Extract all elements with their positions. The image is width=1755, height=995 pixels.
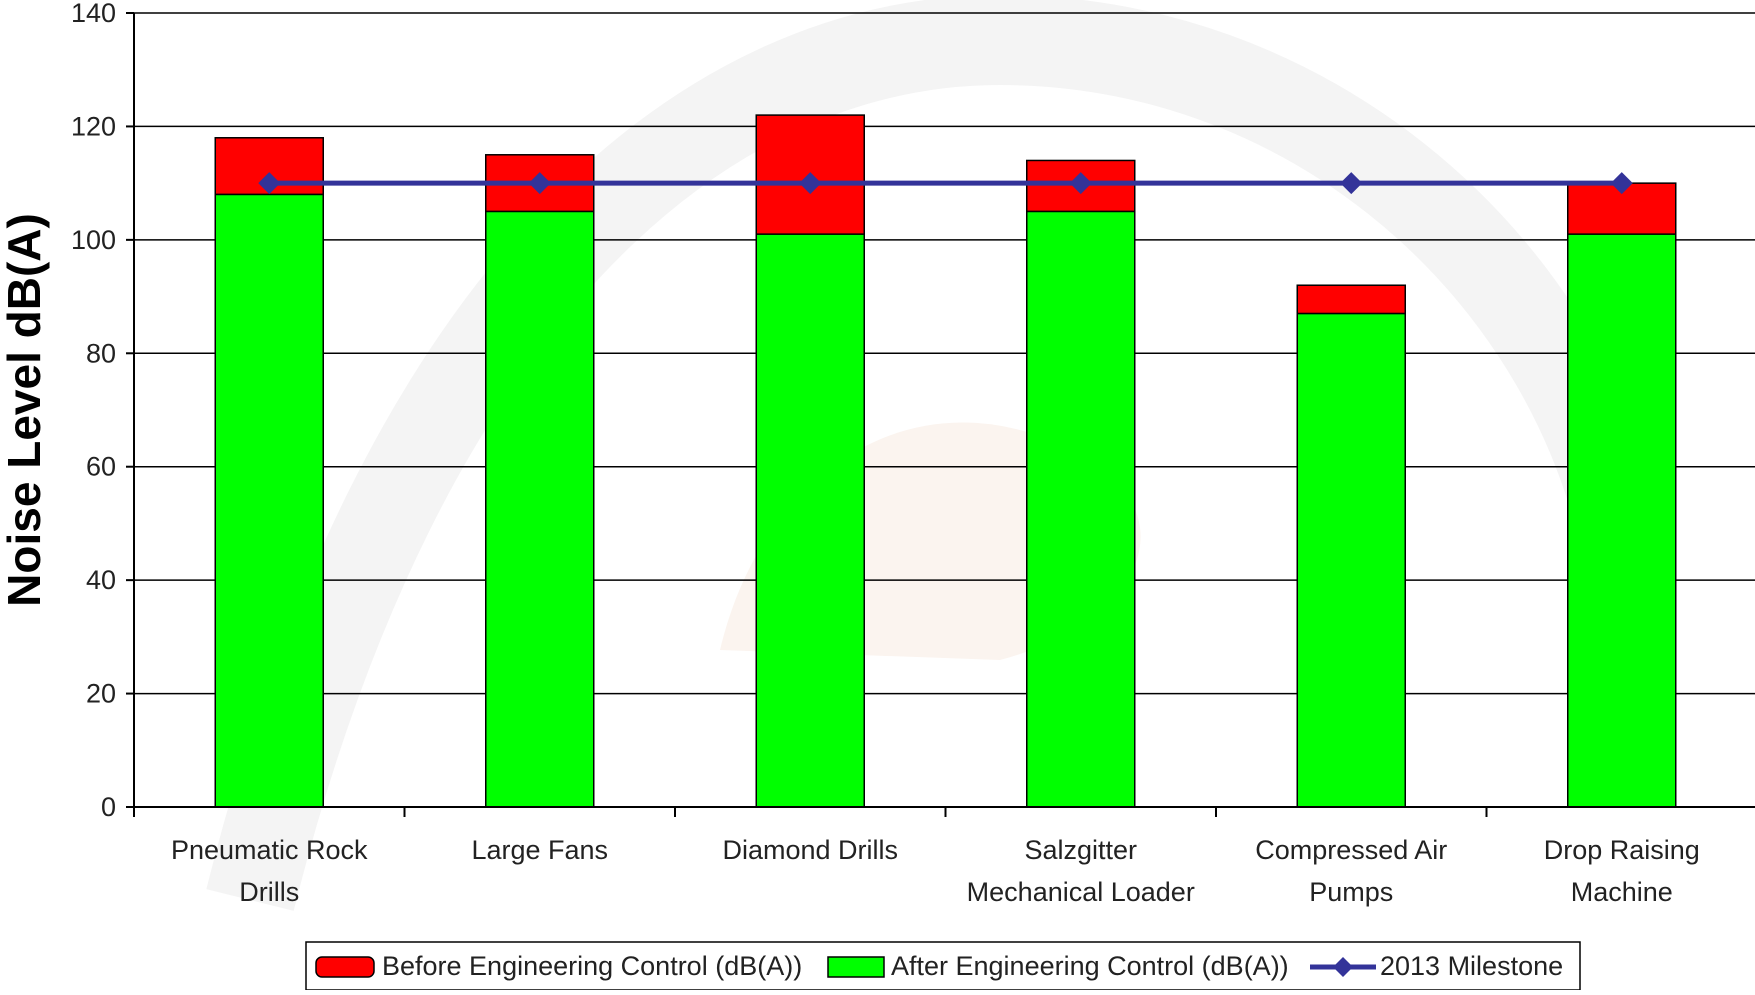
x-category-label: Pumps <box>1309 877 1393 907</box>
y-tick-label: 20 <box>86 679 116 709</box>
bar-after-engineering-control <box>755 233 865 808</box>
legend-swatch-before <box>315 956 375 978</box>
milestone-point <box>1610 172 1633 195</box>
x-category-label: Machine <box>1571 877 1673 907</box>
legend-swatch-after <box>827 956 885 978</box>
legend-label-before: Before Engineering Control (dB(A)) <box>382 951 802 981</box>
y-tick-label: 0 <box>101 792 116 822</box>
y-tick-label: 40 <box>86 565 116 595</box>
y-axis-label: Noise Level dB(A) <box>0 213 50 607</box>
legend-label-after: After Engineering Control (dB(A)) <box>891 951 1289 981</box>
legend: Before Engineering Control (dB(A)) After … <box>305 941 1581 991</box>
milestone-line <box>258 172 1633 195</box>
bar-after-engineering-control <box>1296 312 1406 808</box>
milestone-point <box>1340 172 1363 195</box>
x-category-label: Pneumatic Rock <box>171 835 368 865</box>
y-tick-label: 60 <box>86 452 116 482</box>
x-category-label: Drills <box>239 877 299 907</box>
bar-before-engineering-control <box>1296 284 1406 315</box>
milestone-point <box>528 172 551 195</box>
watermark-arc <box>206 0 1664 911</box>
x-category-label: Compressed Air <box>1255 835 1447 865</box>
gridlines <box>134 12 1755 695</box>
x-category-label: Large Fans <box>471 835 608 865</box>
milestone-point <box>799 172 822 195</box>
x-category-label: Diamond Drills <box>722 835 898 865</box>
y-tick-label: 80 <box>86 338 116 368</box>
milestone-point <box>1069 172 1092 195</box>
legend-label-milestone: 2013 Milestone <box>1380 951 1563 981</box>
y-tick-label: 100 <box>71 225 116 255</box>
legend-marker-milestone <box>1333 957 1353 977</box>
bar-after-engineering-control <box>485 210 595 808</box>
milestone-point <box>258 172 281 195</box>
y-tick-label: 120 <box>71 111 116 141</box>
y-tick-label: 140 <box>71 0 116 28</box>
bar-after-engineering-control <box>1026 210 1136 808</box>
bar-after-engineering-control <box>214 193 324 808</box>
axis-labels: 0 20 40 60 80 100 120 140 Pneumatic Rock Drills La… <box>71 0 1700 907</box>
axes <box>126 12 1755 817</box>
background-watermark <box>206 0 1664 911</box>
bar-after-engineering-control <box>1567 233 1677 808</box>
x-category-label: Salzgitter <box>1024 835 1137 865</box>
x-category-label: Mechanical Loader <box>967 877 1195 907</box>
x-category-label: Drop Raising <box>1544 835 1700 865</box>
